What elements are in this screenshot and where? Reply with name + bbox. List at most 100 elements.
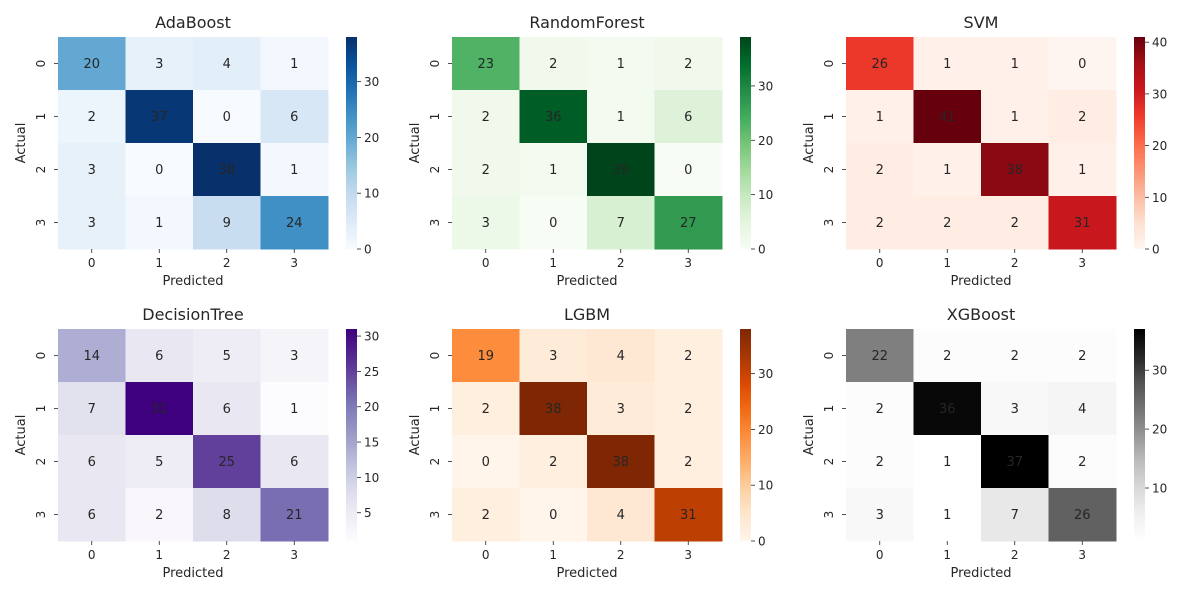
- y-tick-label: 3: [34, 511, 48, 519]
- heatmap-cell: [58, 90, 126, 144]
- heatmap-cell: [125, 435, 194, 489]
- colorbar-tick-label: 10: [364, 471, 379, 485]
- cell-value-label: 2: [88, 110, 96, 125]
- heatmap-cell: [846, 329, 914, 383]
- heatmap-cell: [260, 382, 329, 436]
- chart-title: LGBM: [564, 305, 610, 324]
- colorbar-tick-label: 20: [1152, 139, 1167, 153]
- cell-value-label: 3: [549, 349, 557, 364]
- x-tick-label: 1: [943, 548, 951, 562]
- heatmap-cell: [846, 90, 914, 144]
- cell-value-label: 6: [290, 110, 298, 125]
- heatmap-cell: [654, 382, 723, 436]
- heatmap-cell: [260, 329, 329, 383]
- heatmap-cell: [913, 329, 982, 383]
- cell-value-label: 4: [617, 349, 625, 364]
- heatmap-cell: [193, 488, 261, 542]
- x-axis-label: Predicted: [950, 274, 1011, 289]
- heatmap-cell: [913, 143, 982, 197]
- cell-value-label: 2: [482, 508, 490, 523]
- chart-title: AdaBoost: [155, 13, 231, 32]
- heatmap-cell: [260, 143, 329, 197]
- x-tick-label: 0: [88, 548, 96, 562]
- y-tick-label: 2: [428, 166, 442, 174]
- colorbar: [740, 37, 751, 249]
- cell-value-label: 2: [1078, 455, 1086, 470]
- heatmap-cell: [913, 90, 982, 144]
- cell-value-label: 6: [290, 455, 298, 470]
- x-axis-label: Predicted: [556, 274, 617, 289]
- y-tick-label: 1: [822, 405, 836, 413]
- cell-value-label: 4: [223, 57, 231, 72]
- x-tick-label: 0: [482, 548, 490, 562]
- cell-value-label: 0: [1078, 57, 1086, 72]
- heatmap-cell: [587, 143, 655, 197]
- x-tick-label: 0: [876, 548, 884, 562]
- y-tick-label: 2: [428, 458, 442, 466]
- colorbar-tick-label: 0: [758, 243, 766, 257]
- heatmap-cell: [981, 382, 1049, 436]
- cell-value-label: 38: [612, 455, 629, 470]
- cell-value-label: 7: [1011, 508, 1019, 523]
- y-tick-label: 2: [34, 458, 48, 466]
- heatmap-cell: [452, 90, 520, 144]
- cell-value-label: 24: [286, 216, 303, 231]
- y-tick-label: 0: [428, 60, 442, 68]
- colorbar-tick-label: 15: [364, 436, 379, 450]
- cell-value-label: 2: [684, 349, 692, 364]
- cell-value-label: 2: [943, 216, 951, 231]
- cell-value-label: 38: [1006, 163, 1023, 178]
- cell-value-label: 14: [83, 349, 100, 364]
- x-tick-label: 1: [549, 256, 557, 270]
- heatmap-cell: [193, 382, 261, 436]
- y-tick-label: 3: [34, 219, 48, 227]
- cell-value-label: 23: [477, 57, 494, 72]
- heatmap-cell: [846, 435, 914, 489]
- heatmap-cell: [452, 196, 520, 250]
- heatmap-cell: [913, 37, 982, 91]
- cell-value-label: 31: [680, 508, 697, 523]
- x-tick-label: 2: [617, 548, 625, 562]
- colorbar-tick-label: 25: [364, 365, 379, 379]
- heatmap-cell: [58, 196, 126, 250]
- x-tick-label: 1: [549, 548, 557, 562]
- x-tick-label: 3: [684, 548, 692, 562]
- cell-value-label: 6: [155, 349, 163, 364]
- colorbar-tick-label: 30: [1152, 364, 1167, 378]
- heatmap-cell: [452, 382, 520, 436]
- colorbar-tick-label: 10: [1152, 191, 1167, 205]
- heatmap-cell: [260, 90, 329, 144]
- heatmap-cell: [587, 90, 655, 144]
- heatmap-cell: [452, 435, 520, 489]
- cell-value-label: 26: [871, 57, 888, 72]
- y-tick-label: 1: [428, 113, 442, 121]
- cell-value-label: 20: [83, 57, 100, 72]
- cell-value-label: 3: [290, 349, 298, 364]
- cell-value-label: 0: [549, 508, 557, 523]
- heatmap-cell: [193, 90, 261, 144]
- cell-value-label: 39: [612, 163, 629, 178]
- cell-value-label: 31: [151, 402, 168, 417]
- x-tick-label: 2: [617, 256, 625, 270]
- cell-value-label: 3: [482, 216, 490, 231]
- heatmap-cell: [125, 90, 194, 144]
- heatmap-cell: [913, 196, 982, 250]
- cell-value-label: 3: [88, 163, 96, 178]
- heatmap-cell: [981, 488, 1049, 542]
- cell-value-label: 0: [482, 455, 490, 470]
- colorbar-tick-label: 10: [758, 479, 773, 493]
- cell-value-label: 1: [290, 402, 298, 417]
- heatmap-cell: [125, 329, 194, 383]
- heatmap-cell: [981, 143, 1049, 197]
- y-tick-label: 2: [822, 166, 836, 174]
- cell-value-label: 1: [617, 110, 625, 125]
- colorbar-tick-label: 30: [758, 79, 773, 93]
- colorbar-tick-label: 5: [364, 506, 372, 520]
- colorbar-tick-label: 20: [758, 423, 773, 437]
- cell-value-label: 2: [1011, 216, 1019, 231]
- y-tick-label: 3: [822, 219, 836, 227]
- chart-title: RandomForest: [529, 13, 644, 32]
- cell-value-label: 38: [545, 402, 562, 417]
- cell-value-label: 31: [1074, 216, 1091, 231]
